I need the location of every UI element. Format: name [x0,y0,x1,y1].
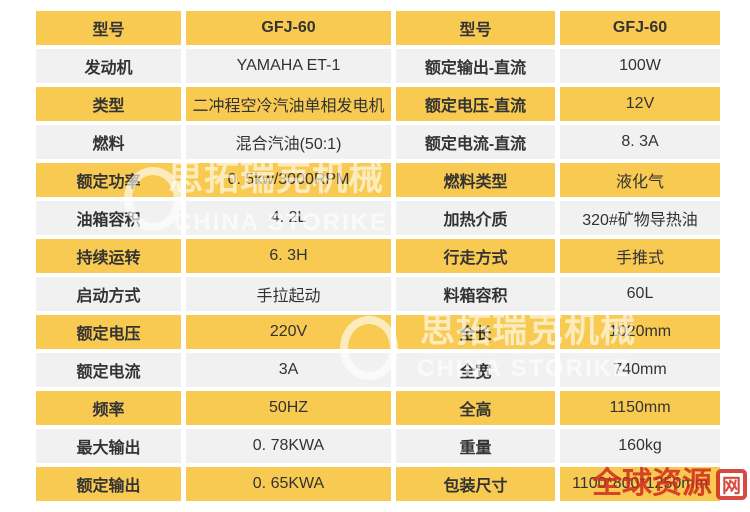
spec-value: 混合汽油(50:1) [186,125,391,159]
spec-label: 加热介质 [396,201,555,235]
spec-label: 型号 [396,11,555,45]
spec-value: 4. 2L [186,201,391,235]
spec-value: 12V [560,87,720,121]
spec-value: 二冲程空冷汽油单相发电机 [186,87,391,121]
spec-label: 频率 [36,391,181,425]
spec-label: 全宽 [396,353,555,387]
spec-value: 220V [186,315,391,349]
spec-value: 1100*800*1250mm [560,467,720,501]
spec-label: 全长 [396,315,555,349]
spec-label: 额定功率 [36,163,181,197]
spec-label: 额定电压 [36,315,181,349]
spec-label: 型号 [36,11,181,45]
spec-label: 类型 [36,87,181,121]
spec-label: 油箱容积 [36,201,181,235]
spec-value: 6. 3H [186,239,391,273]
spec-label: 额定输出 [36,467,181,501]
spec-label: 行走方式 [396,239,555,273]
spec-value: YAMAHA ET-1 [186,49,391,83]
spec-label: 燃料类型 [396,163,555,197]
spec-value: 0. 5kw/3000RPM [186,163,391,197]
spec-value: 0. 78KWA [186,429,391,463]
specification-table: 型号 GFJ-60 型号 GFJ-60 发动机 YAMAHA ET-1 额定输出… [36,11,720,501]
spec-value: 50HZ [186,391,391,425]
spec-label: 额定电流-直流 [396,125,555,159]
spec-label: 全高 [396,391,555,425]
site-watermark-boxed-char: 网 [716,468,747,500]
spec-value: 1150mm [560,391,720,425]
spec-label: 额定输出-直流 [396,49,555,83]
spec-value: 8. 3A [560,125,720,159]
spec-label: 启动方式 [36,277,181,311]
spec-value: 0. 65KWA [186,467,391,501]
spec-label: 持续运转 [36,239,181,273]
spec-label: 额定电流 [36,353,181,387]
spec-label: 发动机 [36,49,181,83]
spec-label: 重量 [396,429,555,463]
spec-value: 3A [186,353,391,387]
spec-value: 100W [560,49,720,83]
spec-value: 1020mm [560,315,720,349]
spec-value: 手拉起动 [186,277,391,311]
spec-label: 料箱容积 [396,277,555,311]
spec-label: 最大输出 [36,429,181,463]
spec-value: 手推式 [560,239,720,273]
spec-value: 60L [560,277,720,311]
spec-value: 320#矿物导热油 [560,201,720,235]
spec-value: 液化气 [560,163,720,197]
spec-value: GFJ-60 [186,11,391,45]
spec-value: GFJ-60 [560,11,720,45]
spec-value: 740mm [560,353,720,387]
spec-label: 包装尺寸 [396,467,555,501]
spec-label: 燃料 [36,125,181,159]
spec-label: 额定电压-直流 [396,87,555,121]
spec-value: 160kg [560,429,720,463]
